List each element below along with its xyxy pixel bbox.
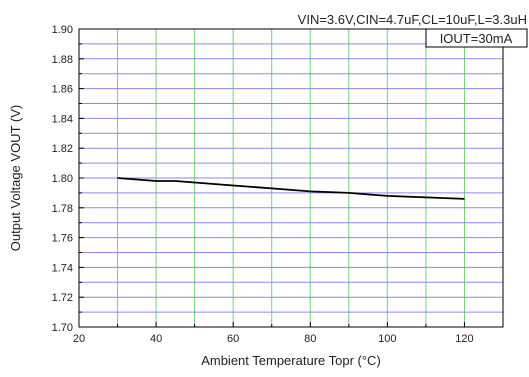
y-tick-label: 1.80: [52, 173, 73, 185]
x-tick-label: 20: [73, 333, 85, 345]
x-tick-label: 100: [378, 333, 396, 345]
iout-annotation-box: [425, 28, 528, 48]
y-tick-label: 1.90: [52, 24, 73, 36]
x-tick-label: 80: [304, 333, 316, 345]
ticks: 20 40 60 80 100 120 1.70 1.72 1.74 1.76 1.78 1.80 1.…: [52, 24, 474, 345]
y-axis-title: Output Voltage VOUT (V): [8, 105, 23, 251]
x-axis-title: Ambient Temperature Topr (°C): [201, 353, 381, 368]
y-tick-label: 1.82: [52, 143, 73, 155]
y-tick-label: 1.88: [52, 54, 73, 66]
y-tick-label: 1.76: [52, 233, 73, 245]
x-tick-label: 60: [227, 333, 239, 345]
y-tick-label: 1.72: [52, 292, 73, 304]
series-group: [117, 177, 465, 200]
x-tick-label: 40: [150, 333, 162, 345]
grid: [79, 29, 503, 327]
x-tick-label: 120: [455, 333, 473, 345]
conditions-annotation: VIN=3.6V,CIN=4.7uF,CL=10uF,L=3.3uH: [298, 12, 527, 27]
y-tick-label: 1.74: [52, 262, 73, 274]
y-tick-label: 1.84: [52, 113, 73, 125]
y-tick-label: 1.70: [52, 322, 73, 334]
iout-annotation: IOUT=30mA: [440, 31, 513, 46]
series-line: [117, 177, 465, 200]
y-tick-label: 1.86: [52, 84, 73, 96]
y-tick-label: 1.78: [52, 203, 73, 215]
